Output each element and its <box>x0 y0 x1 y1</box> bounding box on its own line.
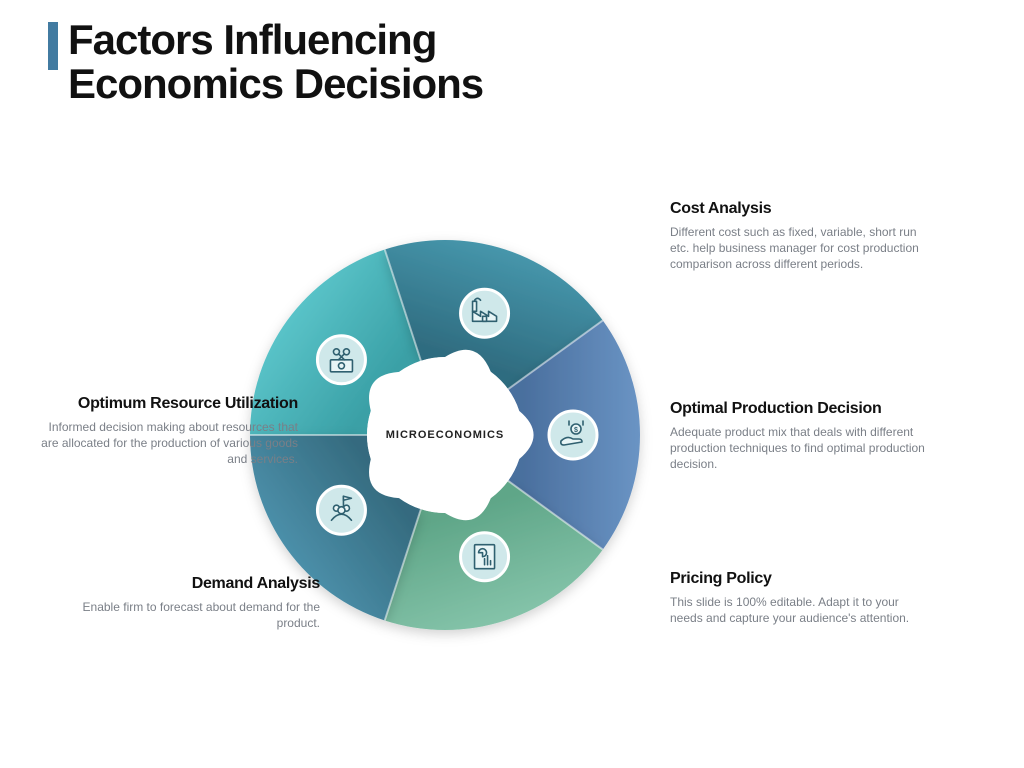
title-accent-bar <box>48 22 58 70</box>
title-line2: Economics Decisions <box>68 60 483 107</box>
slide-title: Factors Influencing Economics Decisions <box>68 18 483 106</box>
callout-body-resource: Informed decision making about resources… <box>38 419 298 468</box>
callout-optprod: Optimal Production Decision Adequate prod… <box>670 400 930 473</box>
callout-title-cost: Cost Analysis <box>670 200 930 218</box>
callout-title-pricing: Pricing Policy <box>670 570 930 588</box>
callout-cost: Cost Analysis Different cost such as fixe… <box>670 200 930 273</box>
callout-demand: Demand Analysis Enable firm to forecast a… <box>60 575 320 631</box>
callout-body-optprod: Adequate product mix that deals with dif… <box>670 424 930 473</box>
hand-coin-badge <box>549 411 597 459</box>
callout-body-demand: Enable firm to forecast about demand for… <box>60 599 320 631</box>
chart-doc-icon <box>475 545 495 569</box>
callout-body-cost: Different cost such as fixed, variable, … <box>670 224 930 273</box>
callout-title-resource: Optimum Resource Utilization <box>38 395 298 413</box>
center-label: MICROECONOMICS <box>386 429 505 441</box>
title-line1: Factors Influencing <box>68 16 436 63</box>
callout-resource: Optimum Resource Utilization Informed dec… <box>38 395 298 468</box>
callout-title-optprod: Optimal Production Decision <box>670 400 930 418</box>
slide-root: Factors Influencing Economics Decisions … <box>0 0 1024 768</box>
callout-pricing: Pricing Policy This slide is 100% editabl… <box>670 570 930 626</box>
callout-body-pricing: This slide is 100% editable. Adapt it to… <box>670 594 930 626</box>
callout-title-demand: Demand Analysis <box>60 575 320 593</box>
svg-text:$: $ <box>574 427 578 434</box>
